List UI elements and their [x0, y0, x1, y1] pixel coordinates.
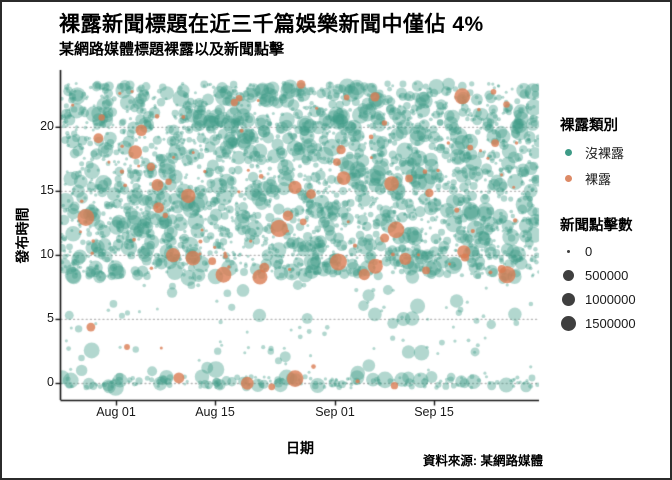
size-legend-title: 新聞點擊數: [560, 218, 633, 234]
size-legend-item: 1500000: [560, 315, 670, 332]
y-tick-label: 5: [47, 310, 54, 325]
x-tick-label: Sep 15: [414, 405, 454, 419]
source-caption: 資料來源: 某網路媒體: [422, 454, 543, 468]
y-tick-label: 15: [40, 182, 54, 197]
x-tick-label: Aug 01: [96, 405, 136, 419]
size-legend-label: 500000: [585, 268, 629, 283]
y-tick-label: 0: [47, 375, 54, 389]
color-legend-title: 裸露類別: [560, 118, 618, 134]
size-legend-item: 500000: [560, 267, 670, 284]
size-legend-label: 1000000: [585, 292, 636, 307]
chart-subtitle: 某網路媒體標題裸露以及新聞點擊: [59, 41, 285, 58]
size-legend-item: 1000000: [560, 291, 670, 308]
size-legend-label: 0: [585, 244, 593, 259]
legend-item-label: 沒裸露: [585, 146, 625, 161]
chart-title: 裸露新聞標題在近三千篇娛樂新聞中僅佔 4%: [59, 13, 484, 36]
size-dot-icon: [560, 267, 577, 284]
x-axis-label: 日期: [286, 440, 314, 456]
size-dot-icon: [560, 315, 577, 332]
legend-item-label: 裸露: [585, 172, 612, 187]
y-tick-label: 20: [40, 118, 54, 133]
legend: 裸露類別 沒裸露 裸露 新聞點擊數 0 500000 1000000: [560, 114, 670, 339]
legend-item-no-nudity: 沒裸露: [560, 143, 670, 162]
y-tick-label: 10: [40, 246, 54, 261]
size-legend-label: 1500000: [585, 316, 636, 331]
x-tick-label: Aug 15: [195, 405, 235, 419]
size-dot-icon: [560, 243, 577, 260]
no-nudity-dot-icon: [560, 144, 577, 161]
nudity-dot-icon: [560, 170, 577, 187]
legend-item-nudity: 裸露: [560, 169, 670, 188]
size-dot-icon: [560, 291, 577, 308]
x-tick-label: Sep 01: [315, 405, 355, 419]
size-legend-item: 0: [560, 243, 670, 260]
